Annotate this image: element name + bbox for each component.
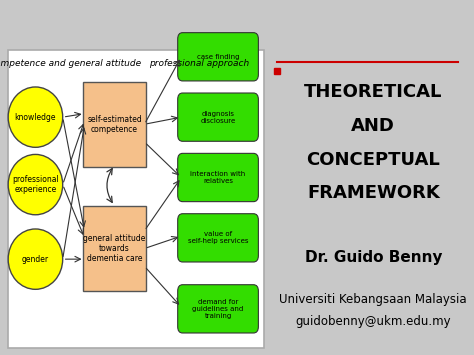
Text: guidobenny@ukm.edu.my: guidobenny@ukm.edu.my	[295, 315, 451, 328]
Text: interaction with
relatives: interaction with relatives	[191, 171, 246, 184]
Ellipse shape	[8, 229, 63, 289]
Text: Dr. Guido Benny: Dr. Guido Benny	[304, 250, 442, 265]
FancyBboxPatch shape	[178, 285, 258, 333]
FancyBboxPatch shape	[83, 206, 146, 291]
Text: value of
self-help services: value of self-help services	[188, 231, 248, 244]
Text: THEORETICAL: THEORETICAL	[304, 83, 442, 101]
FancyBboxPatch shape	[178, 93, 258, 141]
FancyBboxPatch shape	[83, 82, 146, 167]
Text: Universiti Kebangsaan Malaysia: Universiti Kebangsaan Malaysia	[280, 294, 467, 306]
Text: professional approach: professional approach	[149, 59, 249, 69]
Text: case finding: case finding	[197, 54, 239, 60]
FancyBboxPatch shape	[8, 50, 264, 348]
Ellipse shape	[8, 87, 63, 147]
FancyBboxPatch shape	[178, 33, 258, 81]
Text: diagnosis
disclosure: diagnosis disclosure	[201, 111, 236, 124]
Text: FRAMEWORK: FRAMEWORK	[307, 185, 440, 202]
Text: professional
experience: professional experience	[12, 175, 59, 194]
FancyBboxPatch shape	[178, 153, 258, 202]
Text: demand for
guidelines and
training: demand for guidelines and training	[192, 299, 244, 319]
Text: AND: AND	[351, 117, 395, 135]
Text: knowledge: knowledge	[15, 113, 56, 122]
Text: general attitude
towards
dementia care: general attitude towards dementia care	[83, 234, 146, 263]
Text: self-estimated
competence: self-estimated competence	[87, 115, 142, 134]
Ellipse shape	[8, 154, 63, 215]
FancyBboxPatch shape	[178, 214, 258, 262]
Text: competence and general attitude: competence and general attitude	[0, 59, 141, 69]
Text: CONCEPTUAL: CONCEPTUAL	[306, 151, 440, 169]
Text: gender: gender	[22, 255, 49, 264]
